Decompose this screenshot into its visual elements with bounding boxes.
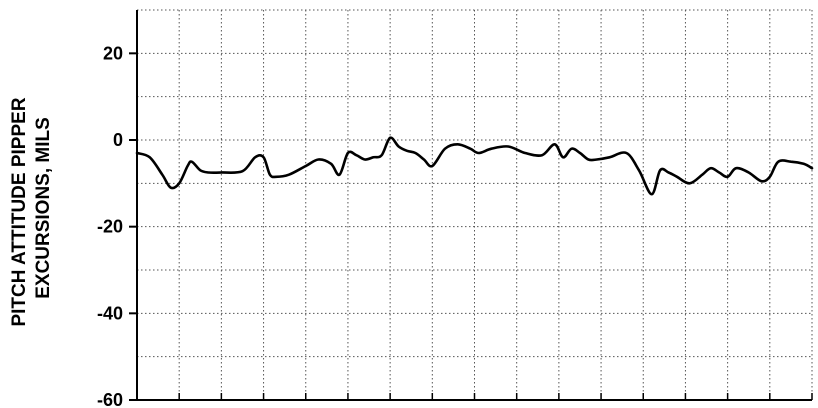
y-ticks: 20 0 -20 -40 -60: [97, 43, 137, 408]
series: [135, 136, 814, 196]
y-tick-label: -20: [97, 217, 123, 237]
y-axis-title-line-1: PITCH ATTITUDE PIPPER: [9, 97, 30, 326]
grid: [137, 9, 813, 400]
y-axis-title: PITCH ATTITUDE PIPPER EXCURSIONS, MILS: [9, 97, 54, 326]
y-tick-label: -60: [97, 390, 123, 408]
y-axis-title-line-2: EXCURSIONS, MILS: [33, 117, 54, 299]
series-line: [135, 136, 814, 196]
axes: [136, 10, 813, 401]
y-tick-label: -40: [97, 303, 123, 323]
y-tick-label: 20: [103, 43, 123, 63]
y-tick-label: 0: [113, 130, 123, 150]
